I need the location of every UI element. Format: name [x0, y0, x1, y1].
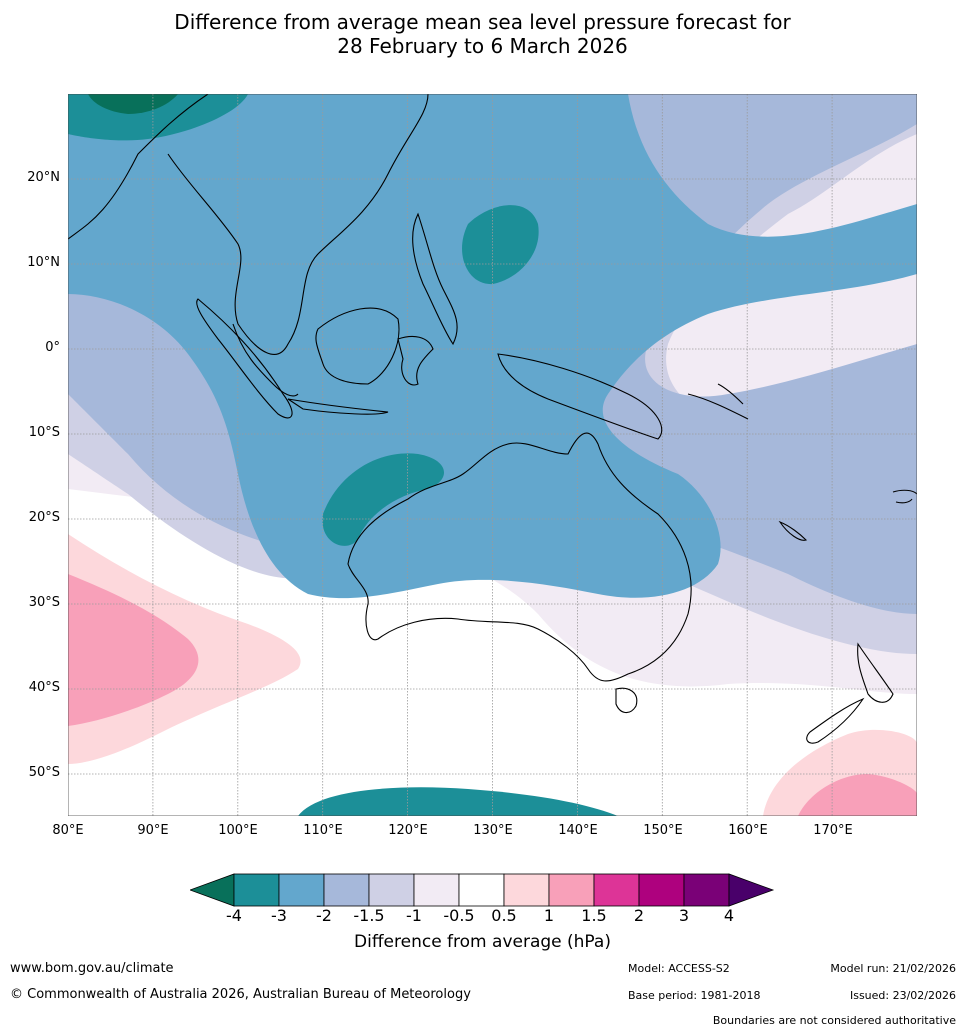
coast-sumatra — [196, 298, 293, 419]
legend-tick: -0.5 — [443, 906, 475, 925]
lat-label-10s: 10°S — [28, 425, 60, 440]
field-minus-4-nw-corner — [88, 94, 178, 114]
lon-label-110e: 110°E — [303, 823, 343, 838]
legend-colorbar — [190, 873, 775, 907]
legend-tick: -4 — [226, 906, 242, 925]
legend-axis-label: Difference from average (hPa) — [354, 932, 611, 952]
lon-label-90e: 90°E — [137, 823, 169, 838]
legend-tick: -2 — [316, 906, 332, 925]
legend-tick: 4 — [723, 906, 735, 925]
legend-swatch-3-to-4 — [683, 873, 730, 907]
coast-tasmania — [615, 687, 638, 714]
coast-borneo — [315, 307, 400, 385]
lat-label-20s: 20°S — [28, 510, 60, 525]
lon-label-100e: 100°E — [218, 823, 258, 838]
coast-sulawesi — [397, 335, 434, 386]
lon-label-160e: 160°E — [728, 823, 768, 838]
legend-tick: -1.5 — [353, 906, 385, 925]
lon-label-150e: 150°E — [643, 823, 683, 838]
lon-label-120e: 120°E — [388, 823, 428, 838]
lon-label-130e: 130°E — [473, 823, 513, 838]
footer-base-period: Base period: 1981-2018 — [628, 989, 761, 1002]
footer-url[interactable]: www.bom.gov.au/climate — [10, 961, 174, 976]
lat-label-10n: 10°N — [27, 255, 60, 270]
legend-swatch-1-to-1.5 — [548, 873, 595, 907]
legend-swatch-above-4 — [728, 873, 775, 907]
footer-disclaimer: Boundaries are not considered authoritat… — [712, 1014, 956, 1027]
lon-label-170e: 170°E — [813, 823, 853, 838]
lat-label-50s: 50°S — [28, 765, 60, 780]
legend-tick: 3 — [678, 906, 690, 925]
legend-tick: -1 — [406, 906, 422, 925]
footer-model-run: Model run: 21/02/2026 — [830, 962, 956, 975]
lon-label-80e: 80°E — [52, 823, 84, 838]
coastlines — [68, 94, 917, 744]
coast-malay-peninsula — [232, 323, 299, 397]
legend-swatch-2-to-3 — [638, 873, 685, 907]
legend-swatch-minus-1.5-to-minus-1 — [368, 873, 415, 907]
field-plus-1-tasman — [798, 774, 917, 816]
legend-tick: 1 — [543, 906, 555, 925]
legend-swatch-1.5-to-2 — [593, 873, 640, 907]
field-minus-3-southern-ocean — [298, 787, 618, 816]
field-plus-1-indian-ocean — [68, 574, 199, 726]
pressure-anomaly-map — [68, 94, 917, 816]
coast-new-guinea — [497, 353, 663, 440]
legend-swatch-minus-2-to-minus-1.5 — [323, 873, 370, 907]
footer-model: Model: ACCESS-S2 — [628, 962, 730, 975]
lat-label-0: 0° — [45, 340, 60, 355]
legend-swatch-minus-1-to-minus-0.5 — [413, 873, 460, 907]
legend-swatch-0.5-to-1 — [503, 873, 550, 907]
legend-tick: 1.5 — [581, 906, 607, 925]
legend-tick: -3 — [271, 906, 287, 925]
lat-label-40s: 40°S — [28, 680, 60, 695]
coast-solomons — [687, 383, 749, 420]
footer-issued: Issued: 23/02/2026 — [849, 989, 956, 1002]
legend-swatch-minus-0.5-to-0.5 — [458, 873, 505, 907]
chart-title-line1: Difference from average mean sea level p… — [174, 10, 791, 34]
coast-java — [287, 398, 389, 415]
chart-title-line2: 28 February to 6 March 2026 — [337, 34, 628, 58]
legend-swatch-minus-4-to-minus-3 — [233, 873, 280, 907]
coast-new-caledonia — [778, 520, 808, 541]
coast-philippines — [412, 212, 458, 346]
coast-asia-mainland — [68, 94, 429, 355]
coast-new-zealand-north — [857, 642, 894, 703]
legend-tick: 2 — [633, 906, 645, 925]
legend-swatch-below-minus-4 — [190, 873, 235, 907]
lat-label-20n: 20°N — [27, 170, 60, 185]
coast-fiji — [892, 489, 917, 504]
field-minus-3-nw-australia — [322, 453, 445, 546]
lon-label-140e: 140°E — [558, 823, 598, 838]
coast-new-zealand-south — [806, 697, 865, 744]
coast-australia — [347, 432, 692, 682]
footer-copyright: © Commonwealth of Australia 2026, Austra… — [10, 987, 471, 1002]
legend-tick: 0.5 — [491, 906, 517, 925]
lat-label-30s: 30°S — [28, 595, 60, 610]
legend-swatch-minus-3-to-minus-2 — [278, 873, 325, 907]
graticule — [68, 94, 917, 816]
